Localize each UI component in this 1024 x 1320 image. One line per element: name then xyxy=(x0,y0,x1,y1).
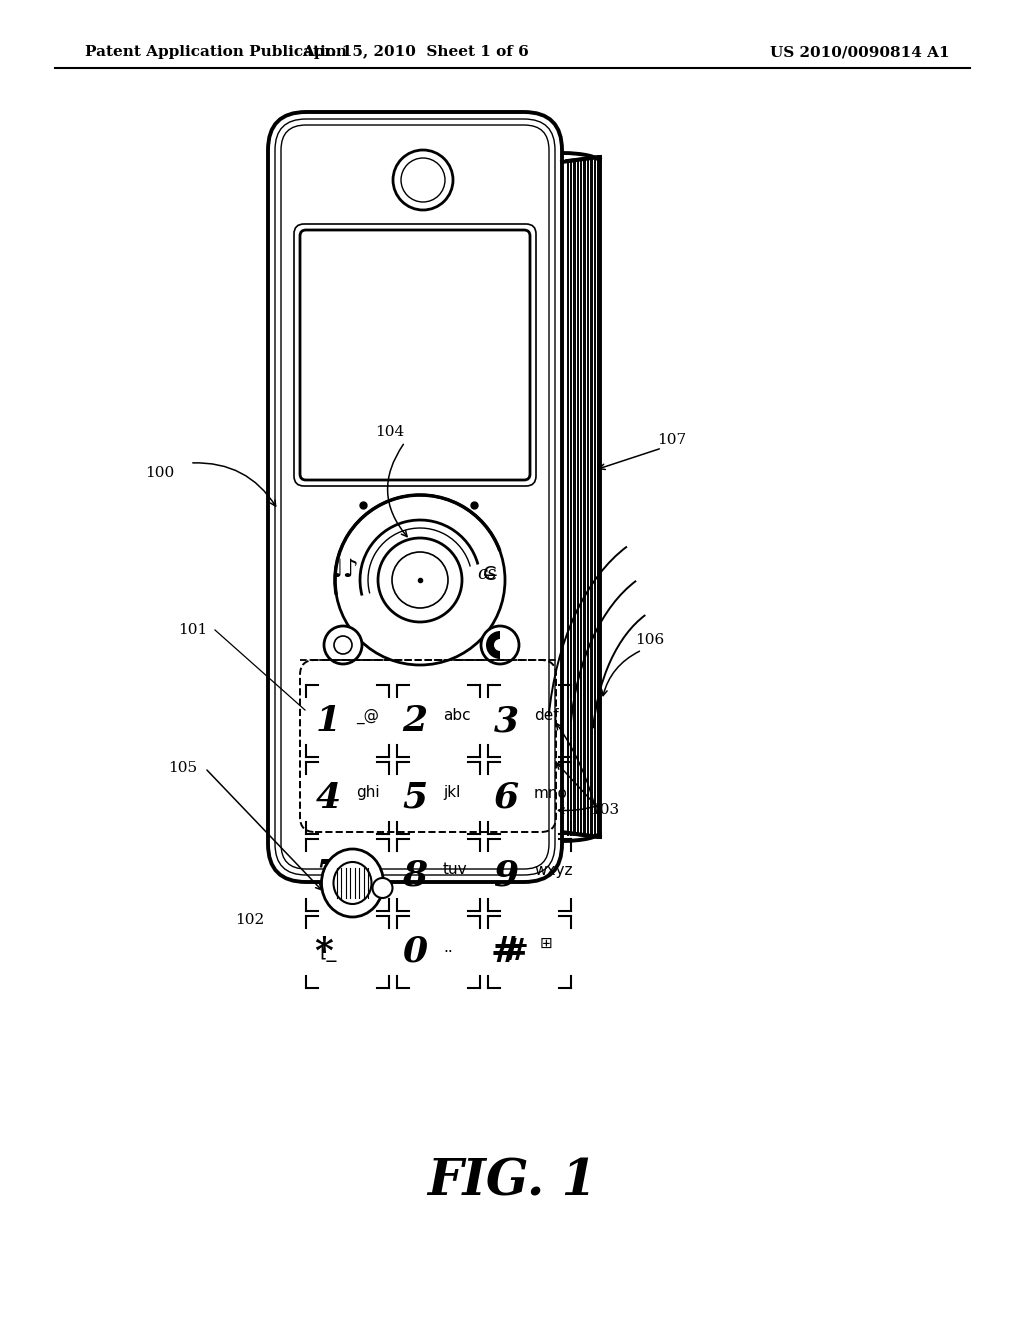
Text: US 2010/0090814 A1: US 2010/0090814 A1 xyxy=(770,45,950,59)
Text: 9: 9 xyxy=(494,858,518,892)
Text: mno: mno xyxy=(534,785,568,800)
Text: wxyz: wxyz xyxy=(534,862,572,878)
Text: _@: _@ xyxy=(356,709,379,723)
Text: jkl: jkl xyxy=(443,785,461,800)
Text: 103: 103 xyxy=(591,803,620,817)
Text: C̶: C̶ xyxy=(483,565,497,583)
Ellipse shape xyxy=(334,862,372,904)
Text: abc: abc xyxy=(443,709,471,723)
Text: #: # xyxy=(490,935,521,969)
FancyBboxPatch shape xyxy=(300,230,530,480)
Text: 7: 7 xyxy=(315,858,341,892)
Circle shape xyxy=(373,878,392,898)
Text: *: * xyxy=(314,935,334,969)
Text: 1: 1 xyxy=(315,704,341,738)
Text: 3: 3 xyxy=(494,704,518,738)
Text: ..: .. xyxy=(443,940,453,954)
Text: tuv: tuv xyxy=(443,862,468,878)
Text: 106: 106 xyxy=(635,634,665,647)
Circle shape xyxy=(324,626,362,664)
Text: 6: 6 xyxy=(494,781,518,814)
Text: Patent Application Publication: Patent Application Publication xyxy=(85,45,347,59)
Text: #: # xyxy=(503,937,528,966)
Circle shape xyxy=(378,539,462,622)
Text: 104: 104 xyxy=(376,425,404,440)
Text: [_: [_ xyxy=(319,942,337,962)
Text: ⊞: ⊞ xyxy=(540,936,552,950)
Text: 107: 107 xyxy=(657,433,686,447)
Text: def: def xyxy=(534,709,559,723)
Circle shape xyxy=(494,639,506,651)
Text: 100: 100 xyxy=(145,466,175,480)
Circle shape xyxy=(401,158,445,202)
Circle shape xyxy=(334,636,352,653)
Text: 102: 102 xyxy=(236,913,264,927)
Text: 105: 105 xyxy=(168,762,198,775)
Text: FIG. 1: FIG. 1 xyxy=(427,1158,597,1206)
Text: 2: 2 xyxy=(402,704,428,738)
Text: 8: 8 xyxy=(402,858,428,892)
Wedge shape xyxy=(486,631,500,659)
Circle shape xyxy=(335,495,505,665)
Text: 0: 0 xyxy=(402,935,428,969)
Text: ♩♪: ♩♪ xyxy=(332,558,359,582)
Text: ghi: ghi xyxy=(356,785,380,800)
Circle shape xyxy=(392,552,449,609)
Text: 4: 4 xyxy=(315,781,341,814)
Text: 101: 101 xyxy=(178,623,208,638)
Text: cs: cs xyxy=(477,565,497,583)
Ellipse shape xyxy=(322,849,384,917)
Text: 5: 5 xyxy=(402,781,428,814)
Circle shape xyxy=(393,150,453,210)
Text: Apr. 15, 2010  Sheet 1 of 6: Apr. 15, 2010 Sheet 1 of 6 xyxy=(302,45,528,59)
FancyBboxPatch shape xyxy=(268,112,562,882)
Circle shape xyxy=(481,626,519,664)
